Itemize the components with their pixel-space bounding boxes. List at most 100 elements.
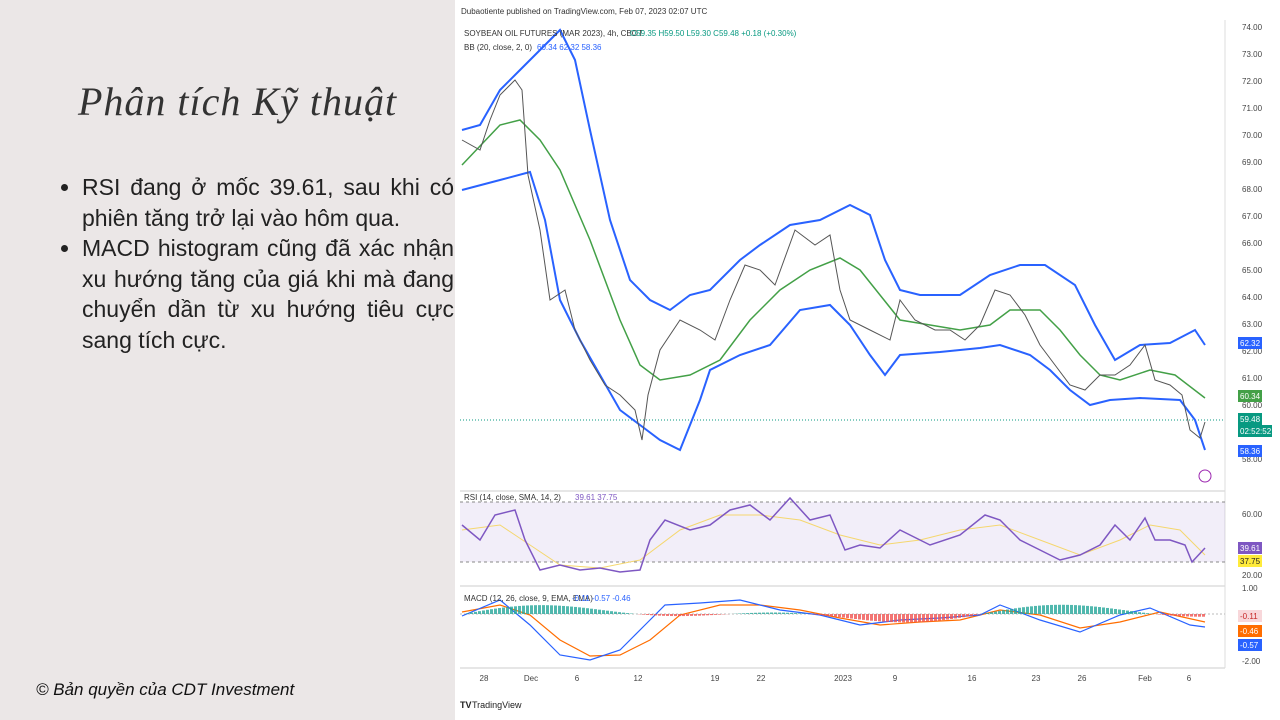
histogram-bar — [562, 605, 565, 614]
histogram-bar — [1010, 608, 1013, 614]
x-axis-label: 23 — [1032, 674, 1041, 683]
histogram-bar — [798, 613, 801, 614]
macd-tag-label: -0.11 — [1240, 612, 1258, 621]
histogram-bar — [1126, 610, 1129, 614]
histogram-bar — [1050, 604, 1053, 614]
histogram-bar — [898, 614, 901, 623]
x-axis-label: 22 — [757, 674, 766, 683]
histogram-bar — [1026, 606, 1029, 614]
histogram-bar — [1114, 608, 1117, 614]
histogram-bar — [718, 614, 721, 615]
histogram-bar — [642, 614, 645, 615]
price-tag-label: 58.36 — [1240, 447, 1261, 456]
price-axis-label: 71.00 — [1242, 104, 1263, 113]
histogram-bar — [762, 612, 765, 614]
rsi-tag-label: 39.61 — [1240, 544, 1261, 553]
histogram-bar — [1202, 614, 1205, 617]
rsi-band — [460, 502, 1225, 562]
histogram-bar — [974, 614, 977, 616]
histogram-bar — [986, 612, 989, 614]
bb-middle — [461, 119, 1206, 399]
histogram-bar — [1178, 614, 1181, 617]
histogram-bar — [522, 605, 525, 614]
histogram-bar — [858, 614, 861, 620]
macd-tag-label: -0.57 — [1240, 641, 1259, 650]
price-tag — [1238, 413, 1262, 425]
bb-values: 60.34 62.32 58.36 — [537, 43, 602, 52]
price-axis-label: 62.00 — [1242, 347, 1263, 356]
bullet: RSI đang ở mốc 39.61, sau khi có phiên t… — [82, 172, 454, 233]
histogram-bar — [758, 612, 761, 614]
histogram-bar — [530, 605, 533, 614]
histogram-bar — [946, 614, 949, 620]
price-axis-label: 69.00 — [1242, 158, 1263, 167]
bullet: MACD histogram cũng đã xác nhận xu hướng… — [82, 233, 454, 355]
histogram-bar — [706, 614, 709, 616]
x-axis-label: Feb — [1138, 674, 1152, 683]
histogram-bar — [1090, 606, 1093, 614]
histogram-bar — [818, 614, 821, 615]
histogram-bar — [598, 609, 601, 614]
histogram-bar — [1194, 614, 1197, 617]
histogram-bar — [550, 605, 553, 614]
histogram-bar — [854, 614, 857, 620]
histogram-bar — [666, 614, 669, 616]
histogram-bar — [558, 605, 561, 614]
rsi-tag — [1238, 542, 1262, 554]
text-panel: Phân tích Kỹ thuật RSI đang ở mốc 39.61,… — [0, 0, 455, 720]
histogram-bar — [578, 607, 581, 614]
histogram-bar — [850, 614, 853, 619]
macd-axis-label: 1.00 — [1242, 584, 1258, 593]
alert-icon[interactable] — [1198, 469, 1212, 483]
histogram-bar — [542, 605, 545, 614]
histogram-bar — [890, 614, 893, 623]
histogram-bar — [778, 612, 781, 614]
histogram-bar — [782, 612, 785, 614]
histogram-bar — [1078, 605, 1081, 614]
histogram-bar — [1198, 614, 1201, 617]
histogram-bar — [526, 605, 529, 614]
price-tag-label: 59.48 — [1240, 415, 1261, 424]
histogram-bar — [554, 605, 557, 614]
x-axis-label: Dec — [524, 674, 538, 683]
histogram-bar — [1166, 614, 1169, 616]
histogram-bar — [670, 614, 673, 617]
histogram-bar — [1018, 607, 1021, 614]
bb-upper — [461, 28, 1206, 362]
histogram-bar — [1182, 614, 1185, 617]
histogram-bar — [1106, 607, 1109, 614]
histogram-bar — [1014, 608, 1017, 614]
histogram-bar — [1058, 604, 1061, 614]
histogram-bar — [694, 614, 697, 616]
histogram-bar — [690, 614, 693, 616]
histogram-bar — [934, 614, 937, 621]
histogram-bar — [930, 614, 933, 622]
histogram-bar — [826, 614, 829, 616]
histogram-bar — [838, 614, 841, 618]
price-tag — [1238, 425, 1272, 437]
histogram-bar — [1066, 604, 1069, 614]
price-tag-label: 02:52:52 — [1240, 427, 1272, 436]
histogram-bar — [1002, 610, 1005, 614]
histogram-bar — [1082, 605, 1085, 614]
histogram-bar — [786, 612, 789, 614]
histogram-bar — [1190, 614, 1193, 617]
histogram-bar — [874, 614, 877, 622]
histogram-bar — [566, 606, 569, 614]
histogram-bar — [918, 614, 921, 623]
histogram-bar — [958, 614, 961, 618]
histogram-bar — [866, 614, 869, 621]
slide-title: Phân tích Kỹ thuật — [78, 79, 398, 124]
histogram-bar — [1186, 614, 1189, 617]
histogram-bar — [574, 606, 577, 614]
histogram-bar — [614, 611, 617, 614]
histogram-bar — [610, 611, 613, 614]
rsi-label: RSI (14, close, SMA, 14, 2) — [464, 493, 561, 502]
x-axis-label: 19 — [711, 674, 720, 683]
histogram-bar — [498, 608, 501, 614]
bb-lower — [461, 170, 1206, 452]
histogram-bar — [682, 614, 685, 617]
histogram-bar — [770, 612, 773, 614]
histogram-bar — [662, 614, 665, 616]
